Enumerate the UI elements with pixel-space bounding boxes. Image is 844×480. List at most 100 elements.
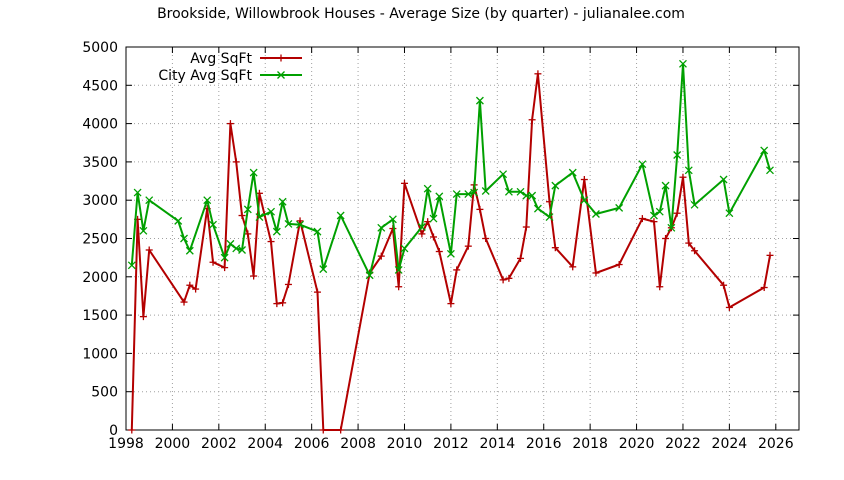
- x-tick-label: 2022: [665, 436, 701, 452]
- data-point: [429, 233, 437, 241]
- data-point: [127, 261, 136, 270]
- x-tick-label: 2010: [387, 436, 423, 452]
- data-point: [203, 196, 212, 205]
- data-point: [568, 168, 577, 177]
- data-point: [145, 246, 153, 254]
- data-point: [673, 209, 681, 217]
- data-point: [226, 239, 235, 248]
- x-tick-label: 2024: [712, 436, 748, 452]
- axes: 0 500 1000 1500 2000 2500 3000 3500 4000 4500 5000…: [82, 40, 799, 452]
- data-point: [464, 190, 473, 199]
- data-point: [284, 219, 293, 228]
- data-point: [580, 176, 588, 184]
- data-point: [720, 281, 728, 289]
- data-point: [209, 220, 217, 229]
- data-point: [273, 300, 281, 308]
- data-point: [684, 166, 693, 175]
- data-point: [464, 242, 472, 250]
- data-point: [377, 223, 386, 232]
- data-point: [209, 258, 217, 266]
- x-tick-label: 2000: [155, 436, 191, 452]
- data-point: [516, 187, 525, 196]
- data-point: [661, 181, 670, 190]
- y-tick-label: 5000: [82, 40, 118, 56]
- data-point: [679, 173, 687, 181]
- y-tick-label: 0: [109, 423, 118, 439]
- data-point: [185, 246, 194, 255]
- data-point: [139, 313, 147, 321]
- series-line: [130, 72, 771, 431]
- data-point: [505, 274, 513, 282]
- data-point: [435, 248, 443, 256]
- data-point: [133, 188, 142, 197]
- y-tick-label: 3500: [82, 155, 118, 171]
- data-point: [453, 266, 461, 274]
- data-point: [482, 235, 490, 242]
- data-point: [667, 223, 676, 232]
- data-point: [760, 284, 768, 292]
- x-tick-label: 2006: [294, 436, 330, 452]
- x-tick-label: 1998: [108, 436, 144, 452]
- x-tick-label: 2016: [526, 436, 562, 452]
- data-point: [128, 426, 136, 434]
- data-point: [673, 151, 682, 159]
- data-point: [423, 184, 432, 193]
- data-point: [267, 238, 275, 246]
- data-point: [186, 281, 194, 289]
- data-point: [232, 244, 241, 253]
- data-point: [400, 179, 408, 187]
- data-point: [499, 276, 507, 284]
- data-point: [377, 252, 385, 260]
- data-point: [766, 166, 774, 175]
- data-point: [766, 251, 774, 259]
- data-point: [238, 246, 246, 254]
- data-point: [517, 254, 525, 262]
- data-point: [522, 223, 530, 231]
- data-point: [591, 210, 600, 218]
- data-point: [476, 205, 484, 213]
- data-point: [267, 207, 276, 216]
- data-point: [475, 96, 484, 105]
- data-point: [522, 191, 531, 200]
- x-tick-label: 2020: [619, 436, 655, 452]
- data-point: [679, 59, 687, 68]
- data-point: [533, 204, 542, 213]
- data-point: [656, 283, 664, 291]
- data-point: [220, 253, 229, 262]
- data-point: [250, 272, 258, 280]
- data-point: [470, 188, 479, 197]
- series: [127, 59, 774, 434]
- data-point: [580, 196, 589, 205]
- data-point: [429, 214, 438, 223]
- legend-label: Avg SqFt: [190, 51, 252, 67]
- y-tick-label: 500: [91, 385, 118, 401]
- x-tick-label: 2018: [572, 436, 608, 452]
- data-point: [690, 200, 699, 209]
- data-point: [691, 247, 699, 255]
- y-tick-label: 1500: [82, 308, 118, 324]
- data-point: [337, 426, 345, 434]
- x-tick-label: 2008: [340, 436, 376, 452]
- data-point: [719, 175, 728, 184]
- data-point: [174, 216, 183, 225]
- data-point: [395, 283, 403, 291]
- chart-title: Brookside, Willowbrook Houses - Average …: [157, 6, 685, 22]
- x-tick-label: 2002: [201, 436, 237, 452]
- data-point: [226, 120, 234, 128]
- data-point: [418, 230, 426, 238]
- data-point: [615, 261, 623, 269]
- data-point: [232, 158, 240, 166]
- data-point: [655, 207, 664, 216]
- data-point: [452, 190, 461, 199]
- data-point: [255, 213, 264, 222]
- data-point: [279, 299, 287, 307]
- x-tick-label: 2004: [247, 436, 283, 452]
- data-point: [638, 160, 647, 169]
- data-point: [534, 70, 542, 78]
- data-point: [180, 298, 188, 306]
- x-tick-label: 2026: [758, 436, 794, 452]
- y-tick-label: 1000: [82, 346, 118, 362]
- series-city-avg-sqft: [127, 59, 774, 280]
- data-point: [528, 116, 536, 124]
